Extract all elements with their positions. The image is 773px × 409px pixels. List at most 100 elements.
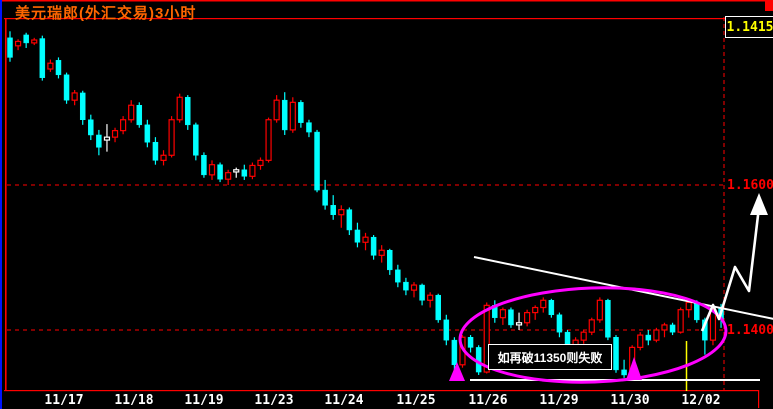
- candle-body: [556, 314, 563, 333]
- candle-body: [621, 369, 627, 376]
- x-axis-date-label: 11/26: [468, 393, 508, 408]
- candle-body: [306, 122, 312, 133]
- left-frame-line: [5, 18, 7, 390]
- candle-body: [346, 209, 353, 231]
- x-axis-date-label: 11/24: [324, 393, 364, 408]
- candle-body: [427, 294, 434, 301]
- candle-body: [128, 104, 135, 121]
- price-level-label: 1.1400: [727, 322, 773, 338]
- candle-body: [370, 236, 377, 256]
- candle-body: [298, 102, 304, 123]
- candle-body: [31, 39, 38, 44]
- candle-body: [443, 319, 450, 341]
- candle-body: [144, 124, 151, 143]
- candle-body: [451, 339, 458, 366]
- candle-body: [241, 169, 248, 177]
- x-axis-date-label: 12/02: [681, 393, 721, 408]
- candle-body: [152, 141, 159, 161]
- candle-body: [193, 124, 199, 156]
- note-annotation-box: 如再破11350则失败: [488, 344, 612, 370]
- candle-body: [79, 92, 86, 121]
- candle-body: [419, 284, 425, 301]
- candle-body: [208, 164, 216, 176]
- candle-body: [483, 304, 490, 373]
- titlebar-corner-block: [765, 0, 773, 11]
- x-axis-line: [4, 390, 759, 392]
- candle-body: [338, 209, 345, 216]
- candle-body: [467, 337, 474, 348]
- x-axis-date-label: 11/30: [610, 393, 650, 408]
- candle-body: [55, 60, 62, 76]
- candle-body: [435, 294, 441, 321]
- candle-body: [185, 97, 191, 126]
- candle-body: [265, 119, 272, 161]
- candle-body: [669, 324, 676, 333]
- candle-body: [160, 154, 167, 161]
- candle-body: [23, 34, 29, 44]
- candle-body: [524, 312, 531, 324]
- candle-body: [613, 337, 619, 371]
- x-axis-date-label: 11/19: [184, 393, 224, 408]
- x-axis-date-label: 11/23: [254, 393, 294, 408]
- buy-signal-arrow: [449, 362, 465, 381]
- candle-body: [395, 269, 401, 283]
- candle-body: [111, 130, 119, 138]
- candle-body: [47, 62, 54, 70]
- candle-body: [508, 309, 514, 326]
- buy-signal-arrow: [626, 357, 642, 380]
- candle-body: [403, 281, 409, 291]
- candle-body: [515, 322, 523, 326]
- candle-body: [7, 37, 13, 58]
- candle-body: [233, 169, 240, 173]
- forecast-arrowhead: [750, 193, 768, 215]
- candle-body: [168, 119, 175, 156]
- candle-body: [136, 105, 143, 126]
- candle-body: [410, 284, 418, 291]
- candle-body: [71, 92, 78, 101]
- candle-body: [249, 164, 256, 177]
- x-axis-date-label: 11/29: [539, 393, 579, 408]
- candle-body: [63, 74, 70, 101]
- candle-body: [281, 99, 288, 131]
- top-border-line: [2, 0, 773, 2]
- candle-body: [96, 134, 102, 148]
- candle-body: [645, 334, 652, 341]
- candle-body: [637, 334, 644, 349]
- candle-body: [677, 309, 684, 333]
- candle-body: [201, 155, 207, 176]
- candle-body: [217, 164, 223, 180]
- current-price-box: 1.1415: [725, 16, 773, 38]
- breakout-ellipse: [458, 286, 728, 384]
- candle-body: [14, 40, 22, 47]
- candle-body: [605, 300, 611, 338]
- candle-body: [548, 300, 555, 316]
- current-price-value: 1.1415: [726, 19, 773, 35]
- candle-body: [588, 319, 595, 333]
- candle-body: [499, 309, 506, 319]
- x-axis-date-label: 11/18: [114, 393, 154, 408]
- candle-body: [225, 172, 232, 180]
- candle-body: [387, 250, 393, 271]
- candle-body: [103, 136, 111, 141]
- candle-body: [289, 101, 296, 131]
- price-level-label: 1.1600: [727, 177, 773, 193]
- candle-body: [88, 119, 94, 136]
- x-axis-date-label: 11/17: [44, 393, 84, 408]
- candle-body: [39, 38, 46, 78]
- candle-body: [596, 299, 603, 321]
- candle-body: [580, 331, 587, 341]
- candle-body: [314, 131, 320, 191]
- candle-body: [362, 236, 369, 243]
- x-axis-date-label: 11/25: [396, 393, 436, 408]
- candle-body: [378, 249, 385, 256]
- title-underline: [4, 18, 759, 20]
- candle-body: [653, 329, 660, 341]
- candle-body: [257, 159, 264, 167]
- axis-right-end-tick: [758, 390, 760, 408]
- candle-body: [354, 229, 361, 243]
- forecast-up-arrow: [700, 206, 761, 332]
- candle-body: [694, 302, 700, 321]
- candle-body: [322, 189, 328, 206]
